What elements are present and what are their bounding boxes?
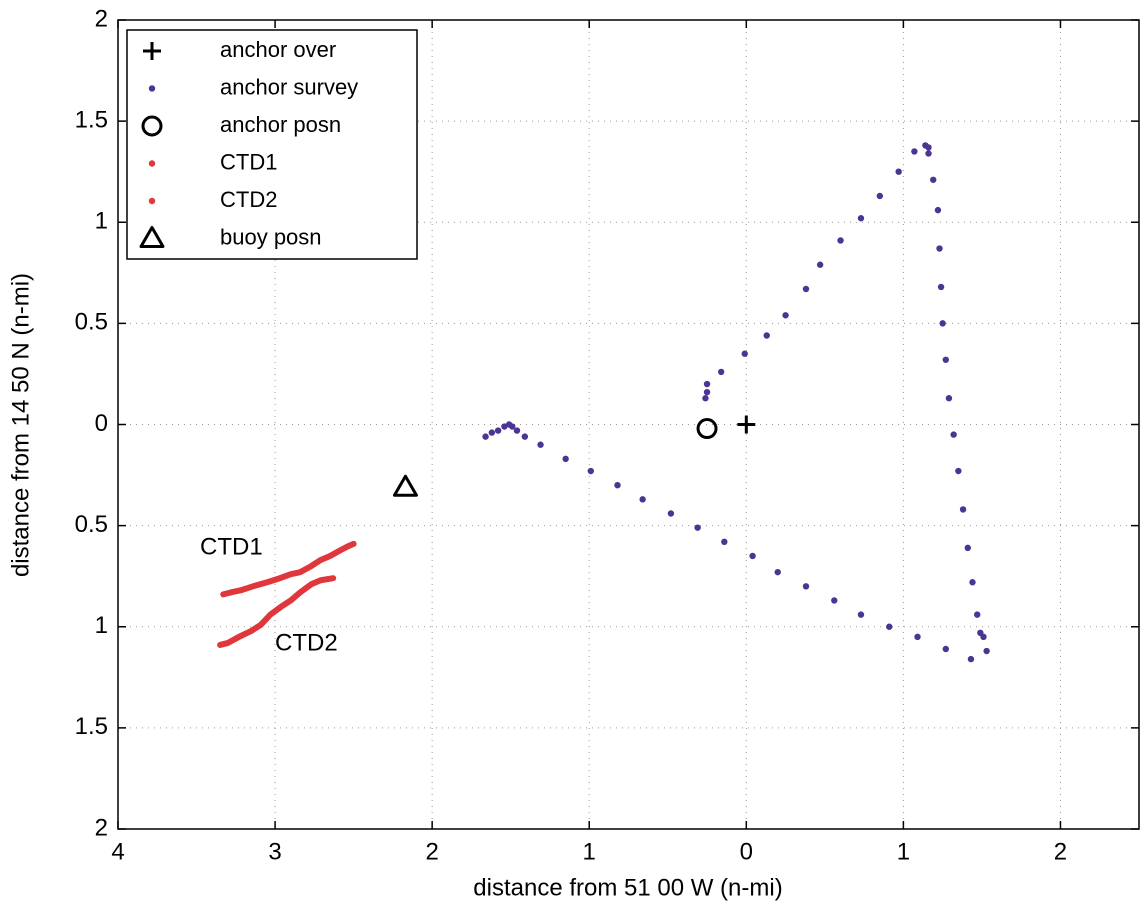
legend-marker (143, 42, 161, 60)
y-tick-label: 1.5 (75, 713, 108, 740)
dot-marker (876, 192, 884, 200)
x-tick-label: 0 (740, 838, 753, 865)
dot-marker (955, 467, 962, 475)
x-tick-label: 2 (425, 838, 438, 865)
dot-marker (667, 510, 675, 517)
x-tick-label: 1 (583, 838, 596, 865)
dot-marker (537, 441, 544, 448)
dot-marker (703, 380, 711, 388)
dot-marker (614, 481, 621, 489)
x-axis-label: distance from 51 00 W (n-mi) (473, 874, 782, 901)
dot-marker (587, 467, 595, 475)
triangle-marker (392, 474, 418, 497)
circle-marker (696, 418, 718, 440)
legend-marker (148, 197, 156, 205)
y-tick-label: 1 (95, 208, 108, 235)
dot-marker (959, 506, 967, 513)
dot-marker (703, 388, 711, 396)
dot-marker (942, 645, 949, 653)
dot-marker (837, 237, 844, 244)
dot-marker (950, 431, 957, 438)
dot-marker (694, 524, 701, 531)
dot-marker (925, 150, 932, 157)
dot-marker (942, 356, 949, 363)
dot-marker (749, 552, 756, 560)
y-tick-label: 1.5 (75, 106, 108, 133)
legend-marker (141, 115, 163, 137)
dot-marker (763, 332, 770, 339)
dot-marker (702, 395, 709, 402)
legend-box (126, 29, 418, 260)
y-tick-label: 1 (95, 612, 108, 639)
legend-label: buoy posn (220, 224, 322, 249)
x-tick-label: 2 (1054, 838, 1067, 865)
legend-label: CTD1 (220, 149, 277, 174)
dot-marker (717, 368, 725, 376)
dot-marker (937, 283, 945, 291)
dot-marker (488, 429, 496, 436)
dot-marker (983, 647, 990, 655)
y-tick-label: 0 (95, 410, 108, 437)
dot-marker (974, 611, 981, 618)
dot-marker (521, 433, 529, 440)
legend-marker (139, 226, 165, 248)
dot-marker (939, 320, 946, 327)
dot-marker (802, 285, 810, 293)
annotation: CTD2 (275, 629, 338, 656)
dot-marker (482, 433, 489, 440)
dot-marker (831, 597, 838, 604)
legend-label: anchor survey (220, 74, 358, 99)
dot-marker (930, 176, 937, 183)
dot-marker (922, 142, 929, 149)
y-tick-label: 0.5 (75, 511, 108, 538)
x-tick-label: 4 (111, 838, 124, 865)
dot-marker (816, 261, 824, 268)
legend-marker (148, 85, 156, 92)
dot-marker (895, 168, 902, 175)
dot-marker (977, 629, 984, 637)
legend-label: anchor over (220, 37, 336, 62)
plus-marker (737, 415, 756, 434)
dot-marker (509, 423, 516, 430)
dot-marker (934, 206, 942, 214)
dot-marker (721, 538, 728, 546)
dot-marker (936, 245, 943, 252)
annotation: CTD1 (200, 533, 263, 560)
dot-marker (857, 215, 865, 222)
x-tick-label: 1 (897, 838, 910, 865)
dot-marker (513, 427, 521, 434)
dot-marker (914, 633, 921, 641)
dot-marker (967, 655, 975, 663)
series-line (217, 575, 337, 648)
y-axis-label: distance from 14 50 N (n-mi) (7, 273, 34, 577)
dot-marker (886, 623, 893, 630)
y-tick-label: 0.5 (75, 309, 108, 336)
dot-marker (969, 579, 976, 586)
dot-marker (741, 350, 748, 357)
series-line (220, 540, 357, 598)
dot-marker (911, 148, 918, 155)
dot-marker (802, 583, 810, 590)
dot-marker (945, 395, 953, 402)
plot-frame (117, 19, 1140, 830)
dot-marker (494, 427, 502, 434)
legend-label: anchor posn (220, 112, 341, 137)
legend-marker (148, 160, 156, 167)
dot-marker (857, 611, 865, 618)
dot-marker (782, 312, 789, 319)
dot-marker (562, 455, 569, 463)
y-tick-label: 2 (95, 814, 108, 841)
y-tick-label: 2 (95, 5, 108, 32)
dot-marker (774, 568, 781, 576)
legend-label: CTD2 (220, 187, 277, 212)
dot-marker (639, 496, 646, 503)
dot-marker (964, 544, 971, 552)
x-tick-label: 3 (268, 838, 281, 865)
